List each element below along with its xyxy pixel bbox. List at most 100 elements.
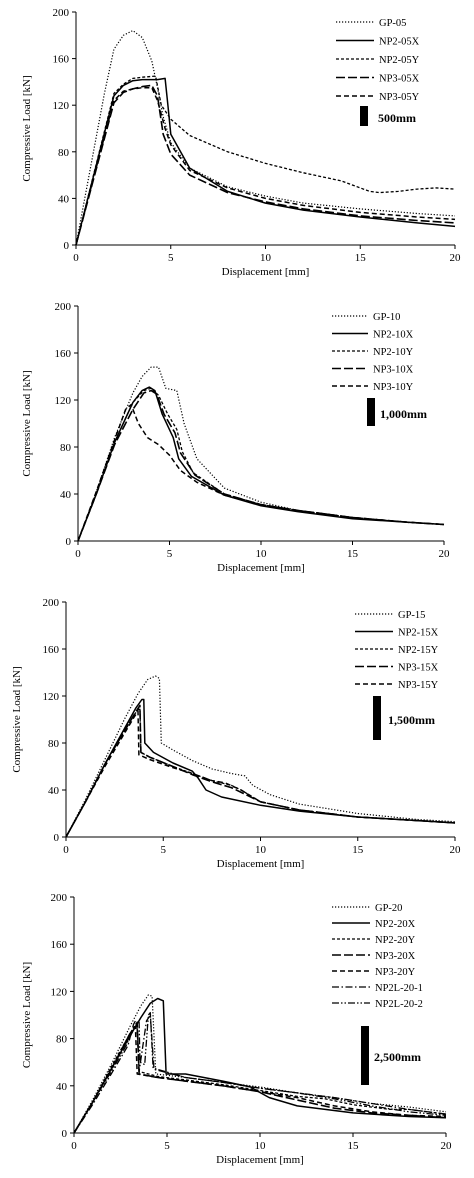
- legend-label-np2-05y: NP2-05Y: [379, 55, 420, 66]
- x-tick-label: 20: [450, 252, 462, 264]
- x-axis-label: Displacement [mm]: [217, 562, 305, 574]
- legend-label-np2l-20-1: NP2L-20-1: [375, 983, 423, 994]
- series-line-np3-05x: [75, 84, 456, 246]
- x-axis-label: Displacement [mm]: [217, 858, 305, 870]
- y-tick-label: 40: [56, 1081, 68, 1093]
- chart-1: 0 40 80 120 160 200 0 5 10 15 20 Displacement [mm] C…: [21, 7, 461, 278]
- y-tick-label: 160: [53, 54, 70, 66]
- scale-bar: [360, 106, 368, 126]
- x-tick-label: 5: [161, 844, 167, 856]
- legend-label-np3-05y: NP3-05Y: [379, 92, 420, 103]
- y-tick-label: 200: [53, 7, 70, 19]
- scale-bar: [361, 1026, 369, 1085]
- legend-label-gp-15: GP-15: [398, 610, 425, 621]
- legend-label-np2-05x: NP2-05X: [379, 37, 420, 48]
- x-tick-label: 20: [450, 844, 462, 856]
- x-axis-label: Displacement [mm]: [216, 1154, 304, 1166]
- scale-bar: [367, 398, 375, 426]
- legend-label-gp-05: GP-05: [379, 18, 406, 29]
- x-tick-label: 20: [441, 1140, 453, 1152]
- y-tick-label: 80: [56, 1034, 68, 1046]
- x-axis-label: Displacement [mm]: [222, 266, 310, 278]
- chart-2: 0 40 80 120 160 200 0 5 10 15 20 Displacement [mm] C…: [21, 301, 450, 574]
- x-tick-label: 10: [256, 548, 268, 560]
- x-tick-label: 0: [71, 1140, 77, 1152]
- legend-label-gp-20: GP-20: [375, 903, 402, 914]
- series-line-gp-10: [77, 366, 445, 542]
- y-tick-label: 120: [55, 395, 72, 407]
- y-tick-label: 40: [60, 489, 72, 501]
- scale-bar: [373, 696, 381, 740]
- x-tick-label: 10: [255, 844, 267, 856]
- x-tick-label: 15: [352, 844, 364, 856]
- legend-label-np2-20y: NP2-20Y: [375, 935, 416, 946]
- legend-label-np3-20y: NP3-20Y: [375, 967, 416, 978]
- y-tick-label: 120: [53, 100, 70, 112]
- x-tick-label: 5: [164, 1140, 170, 1152]
- x-tick-label: 0: [73, 252, 79, 264]
- y-tick-label: 160: [55, 348, 72, 360]
- legend: GP-05 NP2-05X NP2-05Y NP3-05X NP3-05Y: [336, 18, 420, 103]
- legend-label-gp-10: GP-10: [373, 312, 400, 323]
- y-tick-label: 80: [58, 147, 70, 159]
- legend-label-np3-10y: NP3-10Y: [373, 382, 414, 393]
- series-line-np2l-20-2: [73, 1011, 447, 1134]
- y-tick-label: 80: [48, 738, 60, 750]
- x-tick-label: 20: [439, 548, 451, 560]
- x-tick-label: 0: [75, 548, 81, 560]
- series-line-np3-20y: [73, 1026, 447, 1134]
- y-tick-label: 0: [62, 1128, 68, 1140]
- series-line-np2-05x: [75, 77, 456, 246]
- series-line-np2-10y: [77, 387, 445, 542]
- series-line-np2-10x: [77, 386, 445, 542]
- series-line-np3-10x: [77, 389, 445, 542]
- y-axis-label: Compressive Load [kN]: [11, 666, 23, 772]
- y-tick-label: 120: [43, 691, 60, 703]
- legend-label-np2-15x: NP2-15X: [398, 628, 439, 639]
- y-tick-label: 200: [43, 597, 60, 609]
- y-tick-label: 0: [54, 832, 60, 844]
- y-axis-label: Compressive Load [kN]: [21, 370, 33, 476]
- y-tick-label: 40: [58, 193, 70, 205]
- legend: GP-15 NP2-15X NP2-15Y NP3-15X NP3-15Y: [355, 610, 439, 691]
- x-tick-label: 15: [348, 1140, 360, 1152]
- y-tick-label: 200: [55, 301, 72, 313]
- y-tick-label: 40: [48, 785, 60, 797]
- legend: GP-10 NP2-10X NP2-10Y NP3-10X NP3-10Y: [332, 312, 414, 393]
- chart-4: 0 40 80 120 160 200 0 5 10 15 20 Displacement [mm] C…: [21, 892, 452, 1166]
- scale-label: 1,000mm: [380, 407, 427, 421]
- legend-label-np2-10y: NP2-10Y: [373, 347, 414, 358]
- x-tick-label: 15: [347, 548, 359, 560]
- y-axis-label: Compressive Load [kN]: [21, 75, 33, 181]
- chart-3: 0 40 80 120 160 200 0 5 10 15 20 Displacement [mm] C…: [11, 597, 461, 870]
- legend-label-np3-10x: NP3-10X: [373, 365, 414, 376]
- y-tick-label: 200: [51, 892, 68, 904]
- y-tick-label: 160: [51, 939, 68, 951]
- series-line-np2-15x: [65, 698, 456, 838]
- legend-label-np2-20x: NP2-20X: [375, 919, 416, 930]
- legend-label-np2-10x: NP2-10X: [373, 330, 414, 341]
- y-tick-label: 160: [43, 644, 60, 656]
- series-line-np3-05y: [75, 86, 456, 246]
- scale-label: 2,500mm: [374, 1050, 421, 1064]
- y-axis-label: Compressive Load [kN]: [21, 962, 33, 1068]
- series-line-np3-10y: [77, 403, 445, 542]
- legend-label-np3-20x: NP3-20X: [375, 951, 416, 962]
- y-tick-label: 0: [66, 536, 72, 548]
- series-line-np3-15y: [65, 710, 456, 838]
- series-line-np3-20x: [73, 1023, 447, 1134]
- x-tick-label: 15: [355, 252, 367, 264]
- legend-label-np2-15y: NP2-15Y: [398, 645, 439, 656]
- y-tick-label: 0: [64, 240, 70, 252]
- legend-label-np3-05x: NP3-05X: [379, 74, 420, 85]
- x-tick-label: 10: [260, 252, 272, 264]
- series-line-gp-05: [75, 30, 456, 246]
- legend-label-np3-15y: NP3-15Y: [398, 680, 439, 691]
- series-line-gp-15: [65, 675, 456, 838]
- y-tick-label: 120: [51, 986, 68, 998]
- x-tick-label: 5: [167, 548, 173, 560]
- legend-label-np2l-20-2: NP2L-20-2: [375, 999, 423, 1010]
- x-tick-label: 0: [63, 844, 69, 856]
- scale-label: 1,500mm: [388, 713, 435, 727]
